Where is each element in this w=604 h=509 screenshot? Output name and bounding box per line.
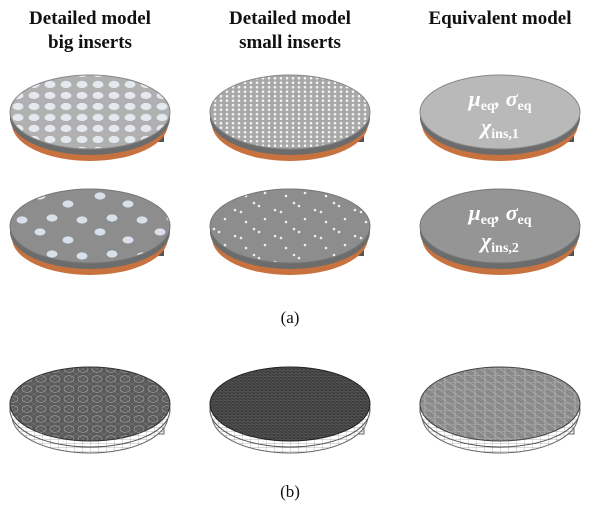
column-title: small inserts [239,32,341,53]
separator: , [494,200,506,225]
symbol: μ [467,200,480,225]
subscript: eq [481,99,495,114]
disk-render [210,75,370,161]
mesh-render [420,367,580,453]
disk-render [10,189,170,275]
caption: (a) [281,308,300,327]
page: Detailed model big inserts Detailed mode… [0,0,604,509]
column-title: Detailed model [29,8,151,29]
subscript: eq [481,213,495,228]
column-title: Equivalent model [428,8,571,29]
symbol: χ [478,114,492,139]
disk-render [210,189,370,275]
subscript: ins,1 [491,127,519,142]
symbol: μ [467,86,480,111]
disk-render [10,75,170,161]
symbol: χ [478,228,492,253]
column-title: Detailed model [229,8,351,29]
subscript: eq [518,99,532,114]
mesh-render [10,367,170,453]
column-title: big inserts [48,32,132,53]
separator: , [494,86,506,111]
mesh-render [210,367,370,453]
figure: Detailed model big inserts Detailed mode… [0,0,604,509]
caption: (b) [280,482,300,501]
subscript: ins,2 [491,241,519,256]
subscript: eq [518,213,532,228]
